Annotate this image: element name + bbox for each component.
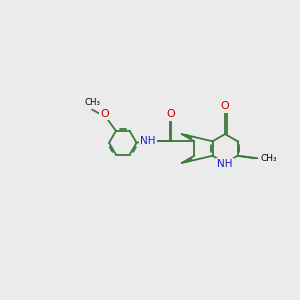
- Text: O: O: [167, 110, 176, 119]
- Text: CH₃: CH₃: [260, 154, 277, 163]
- Text: O: O: [100, 109, 109, 118]
- Text: O: O: [221, 101, 230, 112]
- Text: CH₃: CH₃: [84, 98, 100, 107]
- Text: NH: NH: [217, 159, 233, 170]
- Text: NH: NH: [140, 136, 155, 146]
